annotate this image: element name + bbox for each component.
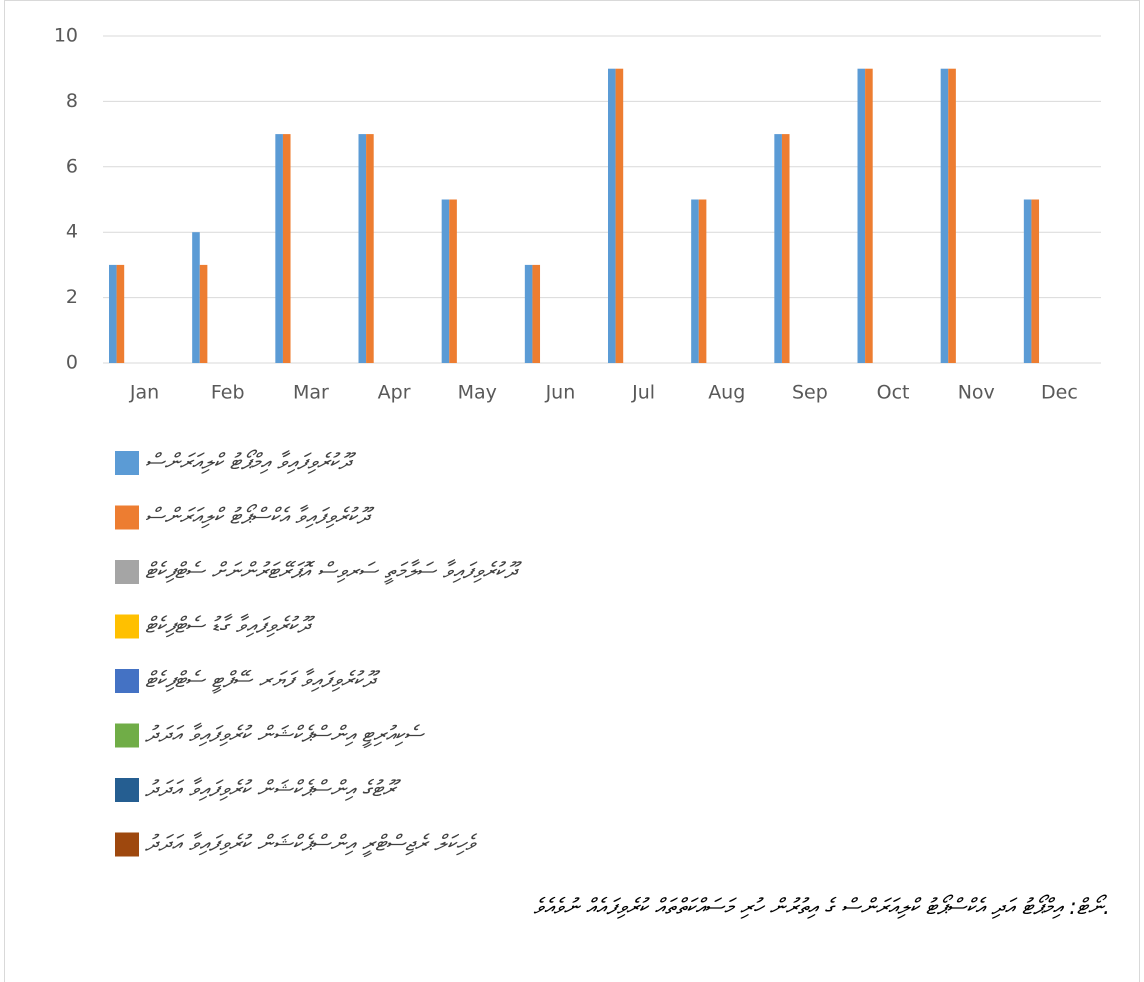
- legend-label: ދޫކުރެވިފައިވާ އެކްސްޕޯޓު ކްލިއަރަންސް: [145, 504, 375, 530]
- x-tick-label: Sep: [792, 382, 828, 404]
- x-tick-label: Feb: [211, 382, 245, 404]
- bar: [192, 232, 200, 363]
- bar: [358, 134, 367, 363]
- legend-swatch: [115, 505, 139, 530]
- note: ނޯޓް: އިމްޕޯޓު އަދި އެކްސްޕޯޓު ކްލިއަރަނ…: [534, 894, 1110, 920]
- legend-swatch: [115, 723, 139, 748]
- bar: [275, 134, 283, 363]
- bar: [948, 68, 956, 363]
- bar: [116, 264, 125, 363]
- legend-swatch: [115, 560, 139, 584]
- bar: [691, 199, 699, 363]
- x-tick-label: Apr: [378, 382, 411, 404]
- bar: [865, 68, 873, 363]
- bar: [532, 264, 541, 363]
- legend-swatch: [115, 778, 139, 802]
- bar: [524, 264, 533, 363]
- legend-swatch: [115, 669, 139, 693]
- legend-swatch: [115, 614, 139, 639]
- bar: [1023, 199, 1032, 363]
- x-tick-label: Jun: [545, 382, 576, 404]
- bar: [441, 199, 450, 363]
- bar: [615, 68, 624, 363]
- bar: [608, 68, 616, 363]
- legend-label: ދޫކުރެވިފައިވާ އިމްޕޯޓު ކްލިއަރަންސް: [145, 449, 357, 475]
- x-tick-label: Jul: [631, 382, 655, 404]
- x-tick-label: Aug: [708, 382, 745, 404]
- bar: [366, 134, 374, 363]
- y-tick-label: 0: [66, 352, 78, 374]
- x-tick-label: May: [458, 382, 497, 404]
- bar: [940, 68, 949, 363]
- legend-swatch: [115, 451, 139, 475]
- y-tick-label: 6: [66, 155, 78, 177]
- x-tick-label: Dec: [1041, 382, 1078, 404]
- bar: [199, 264, 208, 363]
- bar: [449, 199, 457, 363]
- legend-swatch: [115, 832, 139, 857]
- bar: [282, 134, 291, 363]
- legend-label: ވެހިކަލް ރެޖިސްޓްރީ އިންސްޕެކްޝަން ކުރެވ…: [144, 832, 478, 858]
- bar: [774, 134, 782, 363]
- legend-label: ދޫކުރެވިފައިވާ ސަލާމަތީ ސަރވިސް އޮޕަރޭޓަ…: [145, 559, 523, 585]
- y-tick-label: 4: [66, 221, 78, 243]
- x-tick-label: Jan: [129, 382, 159, 404]
- bar: [857, 68, 866, 363]
- y-tick-label: 8: [66, 90, 78, 112]
- legend-label: ދޫކުރެވިފައިވާ ގާޑު ސެޓްފިކެޓް: [145, 614, 316, 639]
- y-tick-label: 2: [66, 286, 78, 308]
- x-tick-label: Oct: [877, 382, 910, 404]
- chart-border: [4, 0, 1140, 982]
- bar: [781, 134, 790, 363]
- x-tick-label: Mar: [293, 382, 329, 404]
- x-tick-label: Nov: [958, 382, 995, 404]
- legend-label: ދޫކުރެވިފައިވާ ފަޔަރ ސޭފްޓީ ސެޓްފިކެޓް: [145, 668, 381, 694]
- bar: [698, 199, 707, 363]
- bar: [109, 264, 117, 363]
- legend-label: ސެކިއުރިޓީ އިންސްޕެކްޝަން ކުރެވިފައިވާ އ…: [144, 723, 425, 749]
- bar: [1031, 199, 1040, 363]
- legend-label: ރޫޓުގެ އިންސްޕެކްޝަން ކުރެވިފައިވާ އަދަދ…: [144, 777, 402, 802]
- y-tick-label: 10: [54, 25, 78, 47]
